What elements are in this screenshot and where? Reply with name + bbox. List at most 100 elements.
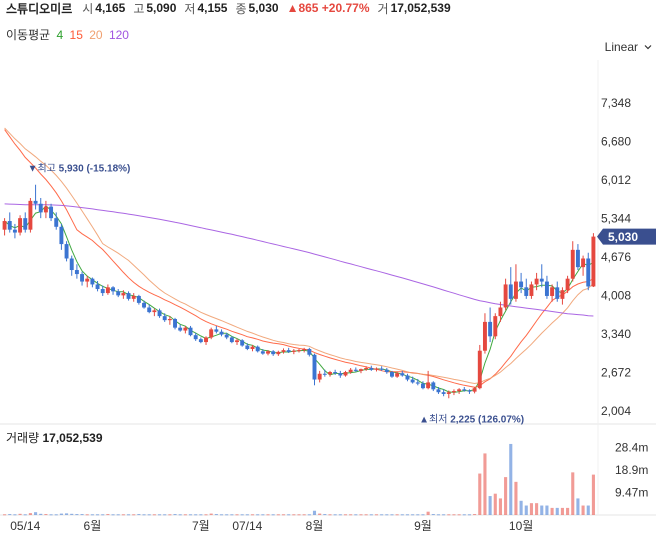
volume-bar: [85, 514, 89, 516]
candle-body: [95, 284, 100, 290]
candle-body: [23, 218, 28, 230]
volume-bar: [178, 514, 182, 516]
candle-body: [400, 373, 405, 376]
candle-body: [18, 218, 23, 233]
volume-bar: [276, 514, 280, 516]
volume-bar: [416, 514, 420, 516]
volume-bar: [312, 510, 317, 515]
volume-bar: [519, 500, 523, 515]
ma-legend-20[interactable]: 20: [89, 28, 103, 42]
volume-bar: [436, 514, 441, 516]
volume-bar: [550, 507, 554, 515]
high-annotation-value: 5,930 (-15.18%): [59, 164, 131, 175]
volume-bar: [323, 514, 327, 516]
volume-bar: [478, 473, 482, 515]
close-value: 5,030: [248, 1, 279, 15]
volume-bar: [34, 512, 38, 515]
price-change: ▲865 +20.77%: [286, 1, 370, 15]
close-label: 종: [235, 1, 247, 16]
volume-panel-value: 17,052,539: [42, 431, 103, 445]
volume-label: 거: [377, 1, 389, 16]
candle-body: [431, 382, 436, 390]
volume-bar: [39, 513, 43, 515]
high-annotation: ▼최고 5,930 (-15.18%): [28, 163, 131, 175]
candle-body: [457, 389, 462, 392]
volume-bar: [576, 498, 580, 515]
moving-average-legend: 이동평균 4 15 20 120: [6, 26, 132, 43]
time-tick-label: 8월: [306, 519, 324, 533]
candle-body: [374, 368, 379, 370]
candle-body: [121, 293, 126, 296]
high-value: 5,090: [146, 1, 177, 15]
price-tick-label: 4,008: [601, 289, 631, 303]
scale-select[interactable]: Linear: [605, 40, 652, 54]
candle-body: [498, 307, 503, 317]
candle-body: [534, 278, 539, 285]
high-label: 고: [133, 1, 145, 16]
volume-bar: [529, 503, 533, 515]
candle-body: [64, 244, 69, 259]
volume-bar: [571, 472, 575, 515]
volume-bar: [467, 514, 472, 516]
candle-body: [28, 200, 33, 230]
low-value: 4,155: [197, 1, 228, 15]
volume-bar: [266, 514, 270, 516]
volume-bar: [80, 514, 84, 516]
volume-bar: [219, 514, 224, 516]
volume-bar: [349, 514, 353, 516]
ma-legend-4[interactable]: 4: [56, 28, 64, 42]
volume-bar: [462, 514, 466, 516]
volume-bar: [173, 514, 177, 516]
volume-bar: [121, 514, 125, 516]
time-tick-label: 9월: [414, 519, 432, 533]
ma-legend-15[interactable]: 15: [69, 28, 83, 42]
candle-body: [328, 372, 332, 375]
volume-bar: [116, 514, 120, 516]
volume-bar: [256, 514, 260, 516]
candle-body: [80, 274, 85, 282]
volume-tick-label: 28.4m: [615, 441, 648, 455]
volume-bar: [591, 474, 595, 515]
candle-body: [312, 354, 317, 380]
candle-body: [467, 390, 472, 392]
ma-legend-120[interactable]: 120: [108, 28, 129, 42]
candle-body: [198, 339, 203, 343]
candle-body: [565, 278, 570, 291]
volume-bar: [364, 514, 368, 516]
candle-body: [152, 310, 157, 313]
candle-body: [204, 337, 208, 343]
low-annotation-value: 2,225 (126.07%): [450, 414, 524, 425]
last-price-label: 5,030: [608, 230, 638, 244]
candle-body: [255, 346, 260, 352]
volume-bar: [374, 514, 379, 516]
volume-bar: [581, 505, 585, 515]
volume-bar: [400, 514, 404, 516]
volume-bar: [230, 514, 234, 516]
candle-body: [508, 284, 513, 299]
volume-bar: [514, 481, 518, 515]
candle-body: [544, 281, 549, 296]
candle-body: [136, 295, 141, 303]
candle-body: [100, 289, 105, 294]
volume-bar: [59, 513, 63, 515]
low-label: 저: [184, 1, 196, 16]
volume-bar: [488, 496, 492, 515]
low-annotation: ▲최저 2,225 (126.07%): [419, 413, 524, 425]
volume-panel-label: 거래량 17,052,539: [6, 429, 103, 446]
volume-bar: [411, 514, 415, 516]
candle-body: [493, 316, 498, 337]
volume-bar: [245, 514, 249, 516]
volume-bar: [354, 514, 358, 516]
time-tick-label: 10월: [509, 519, 533, 533]
price-tick-label: 6,012: [601, 173, 631, 187]
volume-bar: [111, 514, 115, 516]
volume-bar: [188, 514, 193, 516]
volume-bar: [498, 498, 502, 515]
candle-body: [173, 319, 177, 328]
candle-body: [12, 229, 17, 233]
candle-body: [451, 391, 456, 393]
candle-body: [7, 221, 12, 230]
volume-bar: [271, 514, 275, 516]
candle-body: [69, 258, 74, 271]
